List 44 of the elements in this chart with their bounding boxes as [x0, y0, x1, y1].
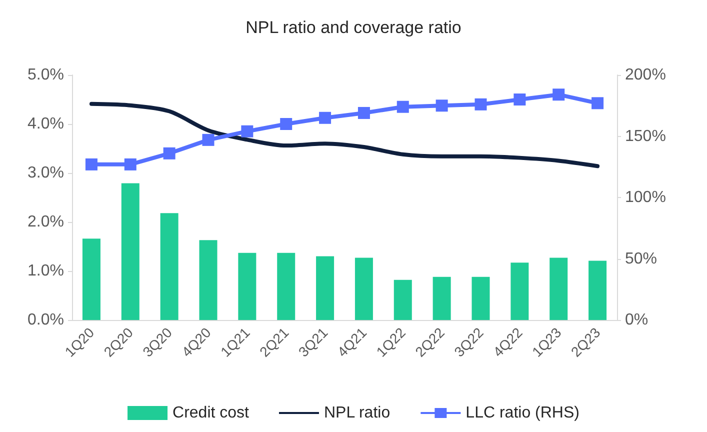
bar [277, 252, 296, 320]
y2-tick-label: 50% [625, 250, 658, 268]
point [280, 118, 292, 130]
point [396, 100, 409, 113]
chart-title: NPL ratio and coverage ratio [246, 18, 462, 37]
legend-label: Credit cost [172, 404, 250, 422]
y-tick-label: 5.0% [28, 66, 64, 84]
bar [160, 213, 178, 320]
y-tick-label: 0.0% [28, 312, 64, 328]
point [163, 147, 176, 160]
bar [510, 262, 529, 320]
y2-tick-label: 200% [625, 66, 666, 84]
point [319, 112, 332, 124]
point [514, 94, 526, 106]
y2-tick-label: 150% [625, 128, 666, 145]
bar [316, 256, 334, 320]
point [474, 98, 487, 110]
point [592, 97, 604, 110]
point [358, 106, 370, 119]
bar [354, 258, 373, 320]
bar [550, 258, 568, 320]
point [85, 158, 98, 170]
bar [199, 240, 218, 320]
point [202, 134, 214, 146]
bar [121, 183, 140, 320]
y2-tick-label: 0% [625, 312, 648, 328]
y-tick-label: 4.0% [28, 116, 64, 132]
point [124, 158, 136, 170]
bar [238, 252, 256, 320]
legend-label: LLC ratio (RHS) [466, 404, 580, 422]
line-series [89, 102, 600, 168]
y-tick-label: 3.0% [28, 164, 64, 182]
legend-label: NPL ratio [324, 404, 390, 422]
bar [82, 238, 100, 320]
y-tick-label: 2.0% [28, 214, 64, 230]
point [552, 88, 565, 101]
bar [588, 260, 607, 320]
bar [472, 276, 490, 320]
y-tick-label: 1.0% [28, 262, 64, 280]
y2-tick-label: 100% [625, 189, 666, 206]
point [241, 125, 254, 138]
bar [394, 280, 412, 320]
point [436, 100, 448, 112]
bar [432, 276, 451, 320]
